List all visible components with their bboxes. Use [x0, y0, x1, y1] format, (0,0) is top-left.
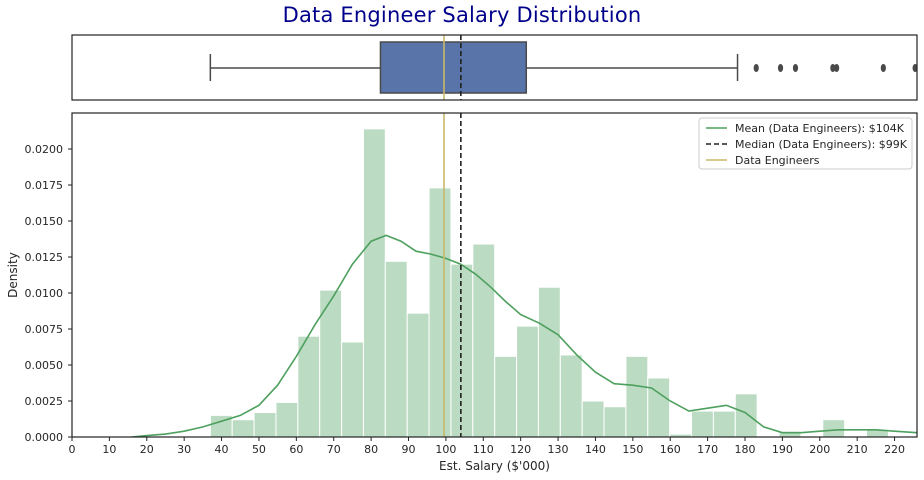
x-tick-label-14: 140: [585, 443, 606, 456]
x-tick-label-9: 90: [402, 443, 416, 456]
x-tick-label-3: 30: [177, 443, 191, 456]
x-tick-label-19: 190: [772, 443, 793, 456]
y-tick-label-3: 0.0075: [25, 323, 64, 336]
histogram-bar-28: [822, 419, 846, 437]
x-tick-label-16: 160: [660, 443, 681, 456]
histogram-bar-6: [341, 341, 364, 437]
histogram-bar-9: [406, 312, 430, 437]
histogram-bar-24: [734, 393, 758, 437]
y-tick-label-8: 0.0200: [25, 143, 64, 156]
x-tick-label-5: 50: [252, 443, 266, 456]
x-tick-label-21: 210: [847, 443, 868, 456]
histogram-bar-20: [647, 377, 671, 437]
x-tick-label-17: 170: [697, 443, 718, 456]
y-tick-label-6: 0.0150: [25, 215, 64, 228]
y-tick-label-0: 0.0000: [25, 431, 64, 444]
y-tick-label-1: 0.0025: [25, 395, 64, 408]
histogram-bar-14: [516, 325, 539, 437]
x-tick-label-7: 70: [327, 443, 341, 456]
box-outlier-4: [834, 64, 840, 72]
x-tick-label-4: 40: [215, 443, 229, 456]
box-outlier-3: [830, 64, 836, 72]
box-outlier-5: [880, 64, 886, 72]
histogram-bar-23: [712, 410, 736, 437]
y-tick-label-2: 0.0050: [25, 359, 64, 372]
box-outlier-2: [792, 64, 799, 72]
x-tick-label-15: 150: [622, 443, 643, 456]
histogram-bar-11: [450, 263, 474, 437]
boxplot-panel: [71, 34, 918, 101]
x-tick-label-13: 130: [548, 443, 569, 456]
histogram-bar-2: [253, 412, 277, 437]
kde-curve: [131, 234, 917, 437]
histogram-bar-17: [581, 400, 605, 437]
boxplot-content: [209, 35, 917, 100]
x-tick-label-20: 200: [809, 443, 830, 456]
histogram-bar-15: [537, 286, 561, 437]
legend-label-0: Mean (Data Engineers): $104K: [735, 122, 905, 135]
box-outlier-1: [777, 64, 784, 72]
boxplot-frame: [71, 34, 918, 101]
x-tick-label-8: 80: [364, 443, 378, 456]
legend-label-2: Data Engineers: [735, 154, 820, 167]
histogram-frame: [71, 112, 918, 438]
box-iqr: [379, 41, 528, 94]
histogram-bar-4: [297, 335, 321, 437]
x-tick-label-22: 220: [884, 443, 905, 456]
histogram-bar-7: [362, 128, 386, 437]
x-axis-label: Est. Salary ($'000): [439, 459, 550, 473]
legend-box: [698, 117, 913, 170]
histogram-bar-10: [428, 187, 452, 437]
histogram-panel: [71, 112, 918, 438]
histogram-bar-3: [275, 401, 299, 437]
y-tick-label-5: 0.0125: [25, 251, 64, 264]
x-tick-label-18: 180: [735, 443, 756, 456]
box-outlier-0: [753, 64, 759, 72]
x-tick-label-10: 100: [435, 443, 456, 456]
x-tick-label-12: 120: [510, 443, 531, 456]
histogram-bar-16: [559, 354, 583, 437]
histogram-bar-13: [494, 355, 518, 437]
chart-title: Data Engineer Salary Distribution: [282, 3, 642, 27]
x-tick-label-2: 20: [140, 443, 154, 456]
box-outlier-6: [912, 64, 917, 72]
histogram-bar-18: [603, 406, 627, 437]
x-tick-label-11: 110: [473, 443, 494, 456]
histogram-bar-1: [231, 419, 255, 437]
y-axis-label: Density: [6, 252, 20, 298]
y-tick-label-4: 0.0100: [25, 287, 64, 300]
histogram-bar-22: [691, 410, 714, 437]
histogram-bar-8: [384, 260, 408, 437]
x-tick-label-1: 10: [102, 443, 116, 456]
histogram-bar-19: [625, 355, 649, 437]
histogram-content: [131, 113, 917, 437]
legend-label-1: Median (Data Engineers): $99K: [735, 138, 908, 151]
x-tick-label-6: 60: [289, 443, 303, 456]
histogram-bar-12: [472, 243, 496, 437]
x-tick-label-0: 0: [69, 443, 76, 456]
y-tick-label-7: 0.0175: [25, 179, 64, 192]
legend: Mean (Data Engineers): $104K Median (Data…: [698, 117, 913, 170]
